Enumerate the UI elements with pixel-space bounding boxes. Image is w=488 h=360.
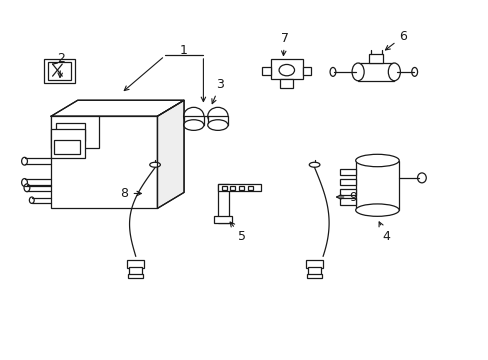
Ellipse shape xyxy=(351,63,364,81)
Text: 6: 6 xyxy=(385,30,406,50)
Bar xyxy=(222,186,226,190)
Circle shape xyxy=(279,64,294,76)
Ellipse shape xyxy=(387,63,400,81)
Ellipse shape xyxy=(417,173,426,183)
Bar xyxy=(247,186,252,190)
Ellipse shape xyxy=(411,67,417,76)
Bar xyxy=(270,59,302,79)
Ellipse shape xyxy=(207,120,227,130)
Bar xyxy=(340,189,355,195)
Bar xyxy=(218,184,261,192)
Ellipse shape xyxy=(183,120,203,130)
Bar xyxy=(207,116,227,125)
Bar xyxy=(230,186,235,190)
Bar xyxy=(51,116,99,148)
Bar xyxy=(355,161,398,210)
Text: 9: 9 xyxy=(336,190,356,203)
Bar xyxy=(128,274,143,278)
Text: 8: 8 xyxy=(121,187,141,200)
Ellipse shape xyxy=(21,179,27,186)
Bar xyxy=(279,79,293,88)
Ellipse shape xyxy=(355,204,398,216)
Bar xyxy=(53,140,80,154)
Ellipse shape xyxy=(308,162,319,167)
Ellipse shape xyxy=(24,184,30,192)
Ellipse shape xyxy=(183,107,203,125)
Bar xyxy=(368,54,383,63)
Bar xyxy=(51,116,157,208)
Polygon shape xyxy=(157,100,183,208)
Ellipse shape xyxy=(29,197,34,203)
Bar xyxy=(129,267,142,275)
Bar xyxy=(340,168,355,175)
Bar xyxy=(262,67,270,76)
Bar xyxy=(239,186,244,190)
Bar xyxy=(305,260,323,267)
Bar xyxy=(306,274,322,278)
Bar xyxy=(302,67,310,76)
Bar xyxy=(48,62,71,80)
Bar xyxy=(127,260,144,267)
Bar xyxy=(214,216,232,222)
Ellipse shape xyxy=(355,154,398,167)
Bar xyxy=(340,179,355,185)
Text: 1: 1 xyxy=(180,44,187,57)
Bar xyxy=(218,184,228,222)
Bar xyxy=(51,129,85,158)
Ellipse shape xyxy=(329,67,335,76)
Ellipse shape xyxy=(149,162,160,167)
Bar xyxy=(183,116,203,125)
Bar xyxy=(56,123,85,141)
Text: 3: 3 xyxy=(211,78,224,104)
Polygon shape xyxy=(51,100,183,116)
Text: 4: 4 xyxy=(378,222,389,243)
Text: 7: 7 xyxy=(280,32,288,55)
Bar xyxy=(44,59,75,82)
Ellipse shape xyxy=(21,157,27,165)
Text: 5: 5 xyxy=(230,222,245,243)
Bar xyxy=(357,63,393,81)
Ellipse shape xyxy=(207,107,227,125)
Bar xyxy=(340,198,355,205)
Bar xyxy=(308,267,320,275)
Text: 2: 2 xyxy=(57,52,64,77)
